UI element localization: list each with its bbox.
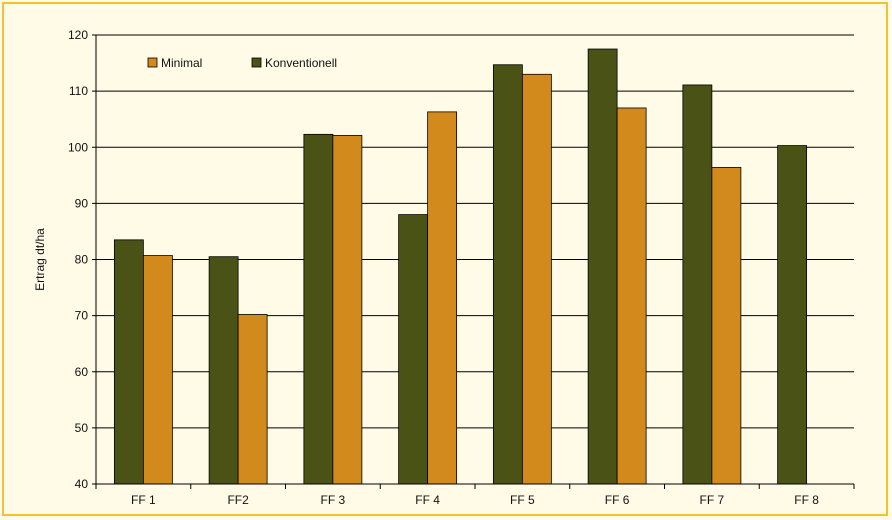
bar-minimal-ff1 [143,256,172,484]
y-tick-label: 80 [75,253,89,267]
x-tick-label: FF 6 [605,493,630,507]
legend-label-minimal: Minimal [161,56,202,70]
y-tick-label: 120 [68,28,88,42]
legend-label-konventionell: Konventionell [265,56,337,70]
y-tick-label: 40 [75,477,89,491]
y-tick-labels: 40 50 60 70 80 90 100 110 120 [68,28,88,491]
bars [114,49,806,484]
x-tick-label: FF 8 [794,493,819,507]
bar-minimal-ff6 [617,108,646,484]
y-tick-label: 100 [68,140,88,154]
bar-konventionell-ff7 [683,85,712,484]
x-tick-label: FF2 [227,493,249,507]
y-tick-label: 50 [75,421,89,435]
bar-konventionell-ff6 [588,49,617,484]
y-tick-label: 110 [69,84,88,98]
bar-minimal-ff4 [428,112,457,484]
y-tick-label: 70 [75,309,89,323]
bar-minimal-ff7 [712,167,741,484]
bar-konventionell-ff8 [778,146,807,484]
x-tick-label: FF 5 [510,493,535,507]
bar-konventionell-ff4 [399,215,428,484]
legend: Minimal Konventionell [148,56,337,70]
x-tick-label: FF 4 [415,493,440,507]
y-tick-label: 60 [75,365,89,379]
bar-konventionell-ff1 [114,240,143,484]
x-tick-label: FF 3 [321,493,346,507]
x-tick-label: FF 7 [700,493,725,507]
bar-konventionell-ff5 [493,65,522,484]
legend-swatch-konventionell [252,58,261,67]
y-tick-label: 90 [75,196,89,210]
bar-konventionell-ff2 [209,257,238,484]
bar-konventionell-ff3 [304,134,333,484]
y-axis-label: Ertrag dt/ha [33,228,47,291]
bar-minimal-ff2 [238,315,267,484]
legend-swatch-minimal [148,58,157,67]
bar-minimal-ff3 [333,135,362,484]
x-tick-labels: FF 1 FF2 FF 3 FF 4 FF 5 FF 6 FF 7 FF 8 [131,493,819,507]
x-tick-label: FF 1 [131,493,156,507]
bar-minimal-ff5 [522,74,551,484]
